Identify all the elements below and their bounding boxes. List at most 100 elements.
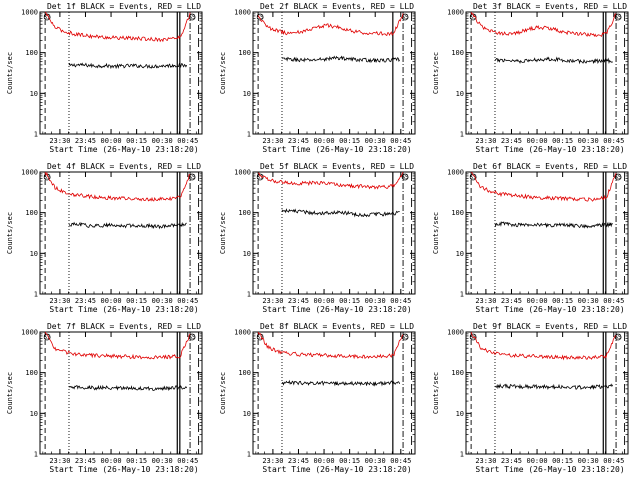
x-tick-label: 23:30: [475, 137, 496, 145]
x-axis-title: Start Time (26-May-10 23:18:20): [49, 145, 198, 154]
marker-label: SS: [469, 14, 477, 21]
y-tick-label: 10: [243, 410, 251, 418]
plot-frame: [39, 171, 203, 295]
chart-panel-5: Det 5f BLACK = Events, RED = LLD 1000 100 1…: [219, 162, 416, 314]
x-tick-label: 00:00: [101, 137, 122, 145]
x-tick-label: 00:00: [101, 297, 122, 305]
y-tick-label: 1: [247, 451, 251, 459]
chart-panel-8: Det 8f BLACK = Events, RED = LLD 1000 100 1…: [219, 322, 416, 474]
x-tick-label: 00:00: [314, 297, 335, 305]
series-events-line: [281, 55, 401, 64]
x-tick-label: 23:30: [262, 457, 283, 465]
y-tick-label: 1: [247, 291, 251, 299]
x-tick-label: 00:45: [603, 137, 624, 145]
series-lld-line: [44, 171, 191, 202]
chart-title: Det 2f BLACK = Events, RED = LLD: [260, 2, 414, 11]
series-lld-line: [44, 11, 191, 43]
x-tick-label: 23:30: [262, 297, 283, 305]
marker-label: SS: [614, 174, 622, 181]
y-tick-label: 1000: [21, 329, 38, 337]
plot-frame: [252, 171, 416, 295]
marker-label: SS: [188, 174, 196, 181]
plot-frame: [252, 331, 416, 455]
x-tick-label: 00:45: [603, 297, 624, 305]
x-tick-label: 00:15: [339, 457, 360, 465]
x-tick-label: 00:15: [126, 137, 147, 145]
series-lld-line: [470, 331, 617, 361]
chart-title: Det 6f BLACK = Events, RED = LLD: [473, 162, 627, 171]
x-tick-label: 23:45: [75, 457, 96, 465]
marker-circle: [614, 173, 622, 181]
x-tick-label: 23:45: [501, 137, 522, 145]
marker-label: SS: [614, 334, 622, 341]
y-axis-label: Counts/sec: [219, 372, 227, 414]
y-tick-label: 100: [238, 369, 251, 377]
series-lld-line: [258, 172, 404, 190]
x-axis-title: Start Time (26-May-10 23:18:20): [262, 465, 411, 474]
plot-frame: [252, 11, 416, 135]
x-tick-label: 00:30: [152, 457, 173, 465]
x-tick-label: 00:45: [390, 297, 411, 305]
y-tick-label: 1000: [234, 169, 251, 177]
chart-title: Det 9f BLACK = Events, RED = LLD: [473, 322, 627, 331]
x-axis-title: Start Time (26-May-10 23:18:20): [49, 465, 198, 474]
x-tick-label: 00:30: [578, 457, 599, 465]
series-lld-line: [470, 171, 617, 202]
x-tick-label: 23:45: [75, 137, 96, 145]
x-axis-title: Start Time (26-May-10 23:18:20): [475, 465, 624, 474]
series-lld-line: [470, 11, 617, 38]
x-tick-label: 00:30: [152, 137, 173, 145]
y-tick-label: 1000: [21, 9, 38, 17]
y-tick-label: 10: [30, 90, 38, 98]
x-tick-label: 00:30: [578, 297, 599, 305]
x-tick-label: 00:45: [177, 137, 198, 145]
x-tick-label: 00:15: [339, 297, 360, 305]
marker-label: SS: [43, 334, 51, 341]
series-events-line: [68, 62, 188, 70]
x-tick-label: 23:45: [288, 137, 309, 145]
plot-frame: [465, 331, 629, 455]
x-tick-label: 00:30: [152, 297, 173, 305]
marker-label: SS: [256, 14, 264, 21]
y-tick-label: 1000: [234, 329, 251, 337]
x-axis-title: Start Time (26-May-10 23:18:20): [262, 305, 411, 314]
y-tick-label: 10: [243, 250, 251, 258]
chart-panel-9: Det 9f BLACK = Events, RED = LLD 1000 100 1…: [432, 322, 629, 474]
x-axis-title: Start Time (26-May-10 23:18:20): [475, 145, 624, 154]
x-tick-label: 23:45: [288, 297, 309, 305]
x-tick-label: 00:15: [126, 457, 147, 465]
marker-circle: [401, 173, 409, 181]
chart-panel-7: Det 7f BLACK = Events, RED = LLD 1000 100 1…: [6, 322, 203, 474]
x-tick-label: 00:30: [365, 297, 386, 305]
y-axis-label: Counts/sec: [6, 52, 14, 94]
marker-label: SS: [401, 174, 409, 181]
x-tick-label: 23:30: [475, 297, 496, 305]
y-axis-label: Counts/sec: [432, 372, 440, 414]
chart-panel-4: Det 4f BLACK = Events, RED = LLD 1000 100 1…: [6, 162, 203, 314]
y-tick-label: 100: [451, 209, 464, 217]
y-tick-label: 1: [460, 291, 464, 299]
y-tick-label: 1: [460, 451, 464, 459]
x-tick-label: 00:45: [177, 457, 198, 465]
y-tick-label: 1000: [21, 169, 38, 177]
x-tick-label: 00:30: [578, 137, 599, 145]
x-tick-label: 00:00: [314, 457, 335, 465]
plot-frame: [39, 11, 203, 135]
marker-label: SS: [256, 334, 264, 341]
y-tick-label: 10: [30, 410, 38, 418]
marker-label: SS: [256, 174, 264, 181]
series-lld-line: [44, 331, 191, 360]
chart-panel-2: Det 2f BLACK = Events, RED = LLD 1000 100 1…: [219, 2, 416, 154]
x-tick-label: 00:00: [101, 457, 122, 465]
chart-title: Det 3f BLACK = Events, RED = LLD: [473, 2, 627, 11]
marker-circle: [43, 333, 51, 341]
y-tick-label: 100: [25, 209, 38, 217]
marker-label: SS: [614, 14, 622, 21]
marker-circle: [469, 173, 477, 181]
x-tick-label: 00:15: [552, 297, 573, 305]
y-tick-label: 1: [34, 131, 38, 139]
y-axis-label: Counts/sec: [432, 52, 440, 94]
chart-title: Det 5f BLACK = Events, RED = LLD: [260, 162, 414, 171]
